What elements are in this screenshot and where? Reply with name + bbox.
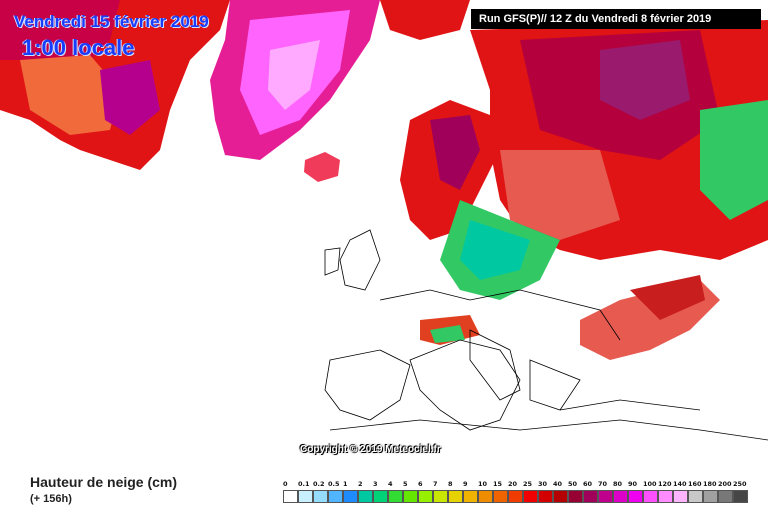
legend-color-swatch: [403, 490, 418, 503]
legend-color-swatch: [448, 490, 463, 503]
snow-depth-map: [0, 0, 768, 441]
forecast-time: 1:00 locale: [22, 35, 135, 60]
legend-color-swatch: [613, 490, 628, 503]
legend-tick-label: 120: [658, 480, 672, 488]
legend-tick-label: 100: [643, 480, 657, 488]
coastlines: [324, 229, 768, 441]
legend-color-swatch: [388, 490, 403, 503]
legend-color-swatch: [433, 490, 448, 503]
legend-color-swatch: [688, 490, 703, 503]
legend-tick-label: 6: [418, 480, 423, 488]
legend-tick-label: 70: [598, 480, 608, 488]
legend-subtitle: (+ 156h): [30, 493, 72, 505]
legend-tick-label: 4: [388, 480, 393, 488]
legend-tick-label: 1: [343, 480, 348, 488]
legend-color-swatch: [598, 490, 613, 503]
legend-color-swatch: [703, 490, 718, 503]
legend-color-swatch: [673, 490, 688, 503]
color-scale: 0 0.1 0.2 0.5 1 2 3 4 5 6 7 8 9 10 15 20 25 30 40 50 60 70 80 9…: [283, 480, 753, 508]
legend-tick-label: 5: [403, 480, 408, 488]
run-info-banner: Run GFS(P)// 12 Z du Vendredi 8 février …: [471, 9, 761, 29]
legend-color-swatch: [373, 490, 388, 503]
legend-color-swatch: [718, 490, 733, 503]
legend-tick-label: 80: [613, 480, 623, 488]
legend-color-swatch: [643, 490, 658, 503]
legend-color-swatch: [328, 490, 343, 503]
legend-title: Hauteur de neige (cm): [30, 474, 178, 490]
legend-color-swatch: [313, 490, 328, 503]
legend-color-swatch: [628, 490, 643, 503]
legend-tick-label: 9: [463, 480, 468, 488]
legend-tick-label: 180: [703, 480, 717, 488]
legend-color-swatch: [508, 490, 523, 503]
legend-color-swatch: [478, 490, 493, 503]
legend-color-swatch: [658, 490, 673, 503]
legend-tick-label: 160: [688, 480, 702, 488]
legend-tick-label: 2: [358, 480, 363, 488]
forecast-date: Vendredi 15 février 2019: [14, 12, 209, 31]
legend-color-swatch: [283, 490, 298, 503]
legend-tick-label: 0.5: [328, 480, 340, 488]
copyright-label: Copyright © 2019 Meteociel.fr: [300, 444, 441, 455]
legend-tick-label: 7: [433, 480, 438, 488]
legend-color-swatch: [343, 490, 358, 503]
legend-tick-label: 250: [733, 480, 747, 488]
legend-tick-label: 30: [538, 480, 548, 488]
legend-tick-label: 25: [523, 480, 533, 488]
legend-color-swatch: [493, 490, 508, 503]
legend-color-swatch: [553, 490, 568, 503]
legend-tick-label: 90: [628, 480, 638, 488]
legend-color-swatch: [418, 490, 433, 503]
legend-tick-label: 0.2: [313, 480, 325, 488]
legend-tick-label: 140: [673, 480, 687, 488]
legend-color-swatch: [568, 490, 583, 503]
legend-tick-label: 50: [568, 480, 578, 488]
legend-tick-label: 0.1: [298, 480, 310, 488]
legend-color-swatch: [733, 490, 748, 503]
legend-color-swatch: [523, 490, 538, 503]
legend-tick-label: 20: [508, 480, 518, 488]
legend-color-swatch: [463, 490, 478, 503]
legend-tick-label: 200: [718, 480, 732, 488]
legend-tick-label: 8: [448, 480, 453, 488]
legend-color-swatch: [358, 490, 373, 503]
legend-color-swatch: [538, 490, 553, 503]
legend-tick-label: 3: [373, 480, 378, 488]
legend-tick-label: 40: [553, 480, 563, 488]
iceland-snow-area: [304, 152, 340, 182]
legend-tick-label: 15: [493, 480, 503, 488]
legend-tick-label: 0: [283, 480, 288, 488]
legend-tick-label: 10: [478, 480, 488, 488]
legend-tick-label: 60: [583, 480, 593, 488]
legend-color-swatch: [298, 490, 313, 503]
legend-color-swatch: [583, 490, 598, 503]
